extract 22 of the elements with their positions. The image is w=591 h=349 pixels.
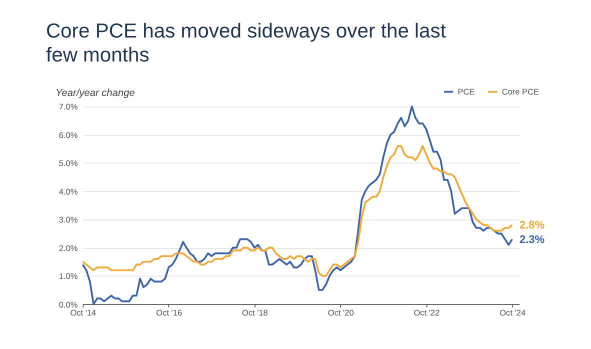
line-series <box>82 145 514 277</box>
x-tick-label: Oct '16 <box>156 308 182 318</box>
data-label: 2.3% <box>519 234 545 246</box>
y-tick-label: 7.0% <box>58 102 78 112</box>
y-tick-label: 1.0% <box>58 272 78 282</box>
chart-title: Core PCE has moved sideways over the last few months <box>46 20 446 66</box>
x-tick-label: Oct '14 <box>70 308 97 318</box>
y-tick-label: 3.0% <box>58 216 78 225</box>
y-tick-label: 0.0% <box>58 300 78 310</box>
x-tick-label: Oct '20 <box>328 308 354 318</box>
data-label: 2.8% <box>519 220 545 232</box>
x-tick-label: Oct '22 <box>414 308 440 318</box>
y-tick-label: 4.0% <box>58 187 78 196</box>
line-series <box>82 106 514 306</box>
y-axis-title: Year/year change <box>56 88 136 99</box>
y-tick-label: 2.0% <box>58 244 78 253</box>
legend-label: Core PCE <box>502 88 540 97</box>
y-tick-label: 6.0% <box>58 130 78 140</box>
x-tick-label: Oct '24 <box>500 308 526 318</box>
y-tick-label: 5.0% <box>58 159 78 168</box>
x-tick-label: Oct '18 <box>242 308 268 318</box>
legend-label: PCE <box>458 88 476 97</box>
